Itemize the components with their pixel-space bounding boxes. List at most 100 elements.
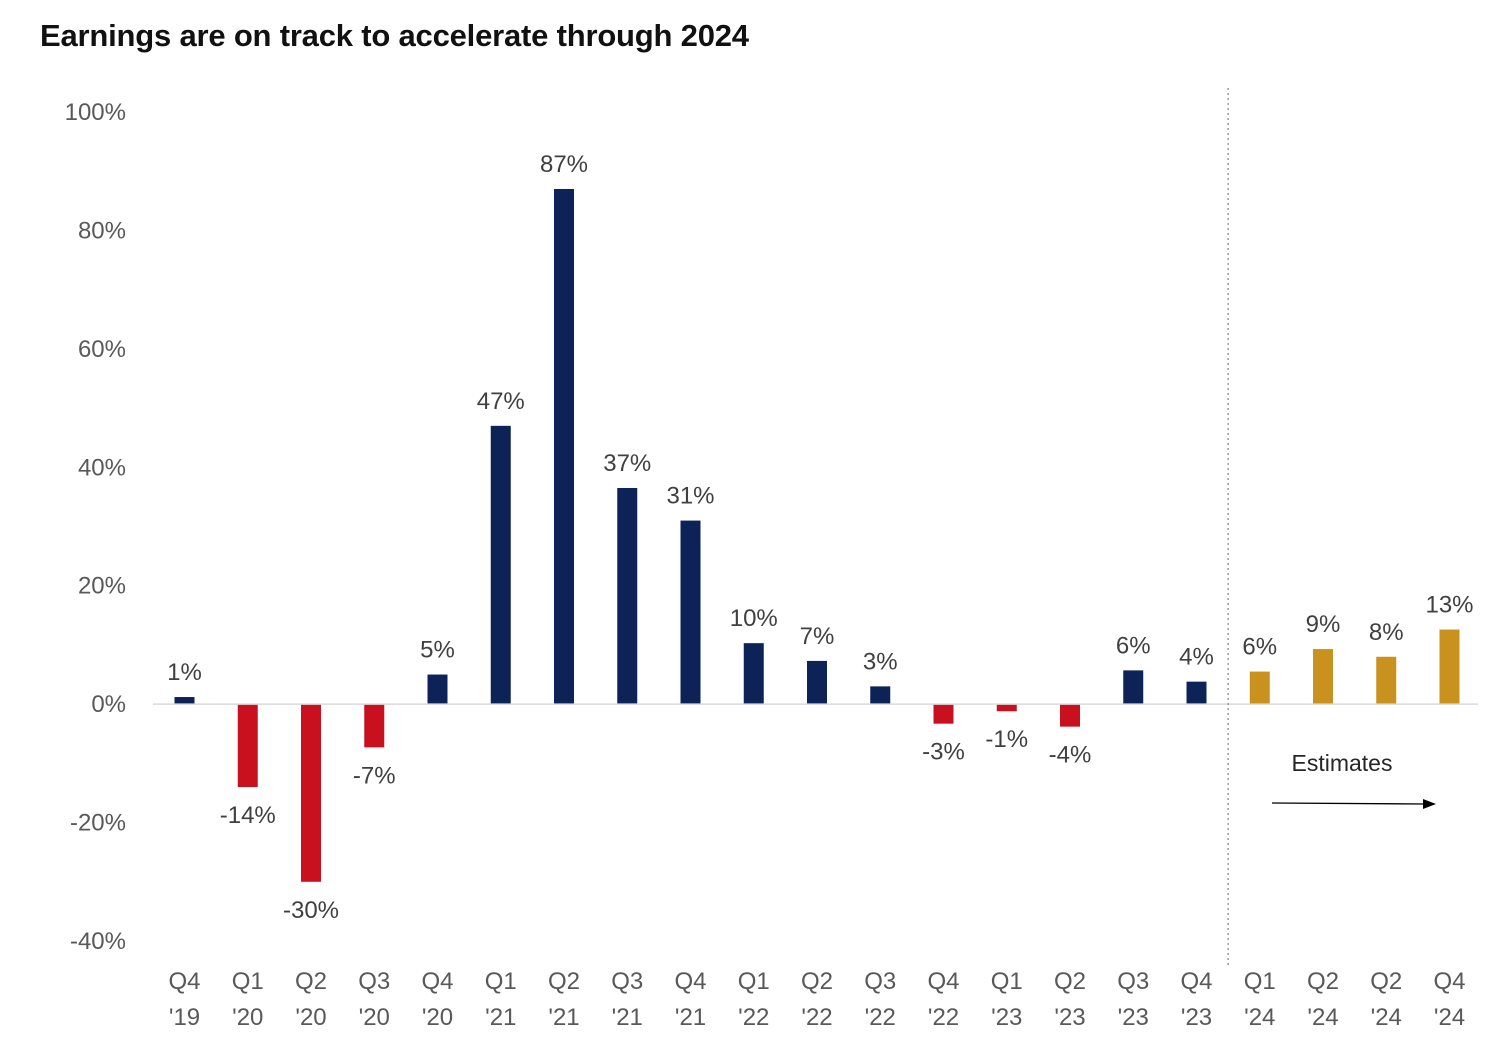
data-label-7: 37% <box>603 450 651 477</box>
x-tick-label-quarter: Q1 <box>738 968 770 995</box>
y-tick-label: 40% <box>78 454 126 481</box>
x-tick-label-quarter: Q1 <box>1244 968 1276 995</box>
data-label-11: 3% <box>863 648 898 675</box>
y-axis-ticks: 100% 80% 60% 40% 20% 0% -20% -40% <box>65 99 126 955</box>
data-label-4: 5% <box>420 637 455 664</box>
bar-16 <box>1186 681 1207 705</box>
x-tick-label-quarter: Q4 <box>168 968 200 995</box>
x-tick-label-year: '21 <box>485 1004 516 1031</box>
bar-14 <box>1060 704 1080 727</box>
bar-11 <box>870 686 891 705</box>
x-tick-label-quarter: Q3 <box>1117 968 1149 995</box>
x-tick-label-year: '23 <box>1118 1004 1149 1031</box>
x-tick-label-quarter: Q3 <box>864 968 896 995</box>
data-label-19: 8% <box>1369 619 1404 646</box>
data-labels: 1% -14% -30% -7% 5% 47% 87% 37% 31% 10% 7% 3% -3% -1%… <box>167 151 1473 924</box>
x-tick-label-quarter: Q2 <box>295 968 327 995</box>
bar-4 <box>427 674 448 705</box>
x-tick-label-year: '23 <box>1054 1004 1085 1031</box>
x-tick-label-year: '21 <box>548 1004 579 1031</box>
x-tick-label-year: '22 <box>865 1004 896 1031</box>
x-tick-label-year: '24 <box>1244 1004 1275 1031</box>
bar-1 <box>237 704 258 788</box>
x-tick-label-quarter: Q2 <box>1054 968 1086 995</box>
data-label-8: 31% <box>666 483 714 510</box>
x-tick-label-quarter: Q3 <box>358 968 390 995</box>
data-label-6: 87% <box>540 151 588 178</box>
y-tick-label: 20% <box>78 573 126 600</box>
data-label-13: -1% <box>985 726 1028 753</box>
x-tick-label-year: '23 <box>991 1004 1022 1031</box>
x-tick-label-year: '21 <box>675 1004 706 1031</box>
x-axis-labels: Q4 '19 Q1 '20 Q2 '20 Q3 '20 Q4 '20 Q1 '21 Q2 '21 Q3 '21… <box>168 968 1465 1031</box>
x-tick-label-year: '20 <box>422 1004 453 1031</box>
data-label-15: 6% <box>1116 632 1151 659</box>
x-tick-label-year: '20 <box>359 1004 390 1031</box>
x-tick-label-quarter: Q4 <box>674 968 706 995</box>
x-tick-label-quarter: Q4 <box>421 968 453 995</box>
x-tick-label-year: '24 <box>1434 1004 1465 1031</box>
estimates-annotation: Estimates <box>1271 750 1436 809</box>
bar-18 <box>1313 649 1333 705</box>
x-tick-label-year: '22 <box>928 1004 959 1031</box>
x-tick-label-year: '24 <box>1371 1004 1402 1031</box>
bar-0 <box>174 697 195 705</box>
bar-17 <box>1249 671 1270 705</box>
x-tick-label-year: '22 <box>801 1004 832 1031</box>
bar-13 <box>996 704 1017 712</box>
bar-19 <box>1376 656 1397 705</box>
y-tick-label: 0% <box>91 691 126 718</box>
y-tick-label: -20% <box>70 810 126 837</box>
data-label-14: -4% <box>1049 742 1092 769</box>
bar-6 <box>554 188 574 705</box>
data-label-2: -30% <box>283 897 339 924</box>
bar-12 <box>933 704 954 724</box>
y-tick-label: -40% <box>70 928 126 955</box>
data-label-3: -7% <box>353 762 396 789</box>
bar-5 <box>490 425 511 705</box>
bar-3 <box>364 704 385 748</box>
data-label-18: 9% <box>1306 611 1341 638</box>
estimates-label: Estimates <box>1292 750 1393 776</box>
data-label-9: 10% <box>730 605 778 632</box>
data-label-5: 47% <box>477 388 525 415</box>
x-tick-label-year: '20 <box>232 1004 263 1031</box>
y-tick-label: 60% <box>78 336 126 363</box>
data-label-17: 6% <box>1242 634 1277 661</box>
x-tick-label-quarter: Q1 <box>991 968 1023 995</box>
bar-9 <box>743 643 764 705</box>
x-tick-label-quarter: Q1 <box>232 968 264 995</box>
x-tick-label-quarter: Q2 <box>801 968 833 995</box>
bar-8 <box>680 520 701 705</box>
x-tick-label-quarter: Q4 <box>1433 968 1465 995</box>
x-tick-label-year: '19 <box>169 1004 200 1031</box>
bar-7 <box>617 488 638 705</box>
x-tick-label-quarter: Q2 <box>548 968 580 995</box>
bar-2 <box>301 704 321 882</box>
bar-15 <box>1123 670 1144 705</box>
bar-20 <box>1439 629 1460 705</box>
estimates-arrow-head <box>1423 799 1436 809</box>
data-label-1: -14% <box>220 802 276 829</box>
x-tick-label-quarter: Q2 <box>1370 968 1402 995</box>
x-tick-label-quarter: Q4 <box>1180 968 1212 995</box>
x-tick-label-year: '23 <box>1181 1004 1212 1031</box>
x-tick-label-quarter: Q4 <box>927 968 959 995</box>
data-label-12: -3% <box>922 739 965 766</box>
x-tick-label-year: '20 <box>295 1004 326 1031</box>
data-label-10: 7% <box>800 623 835 650</box>
data-label-20: 13% <box>1425 592 1473 619</box>
x-tick-label-quarter: Q3 <box>611 968 643 995</box>
data-label-0: 1% <box>167 659 202 686</box>
x-tick-label-year: '22 <box>738 1004 769 1031</box>
x-tick-label-quarter: Q2 <box>1307 968 1339 995</box>
x-tick-label-year: '24 <box>1307 1004 1338 1031</box>
y-tick-label: 100% <box>65 99 126 126</box>
y-tick-label: 80% <box>78 217 126 244</box>
x-tick-label-quarter: Q1 <box>485 968 517 995</box>
data-label-16: 4% <box>1179 644 1214 671</box>
estimates-arrow-line <box>1271 802 1425 805</box>
bars <box>174 188 1460 882</box>
chart-title: Earnings are on track to accelerate thro… <box>40 18 749 53</box>
